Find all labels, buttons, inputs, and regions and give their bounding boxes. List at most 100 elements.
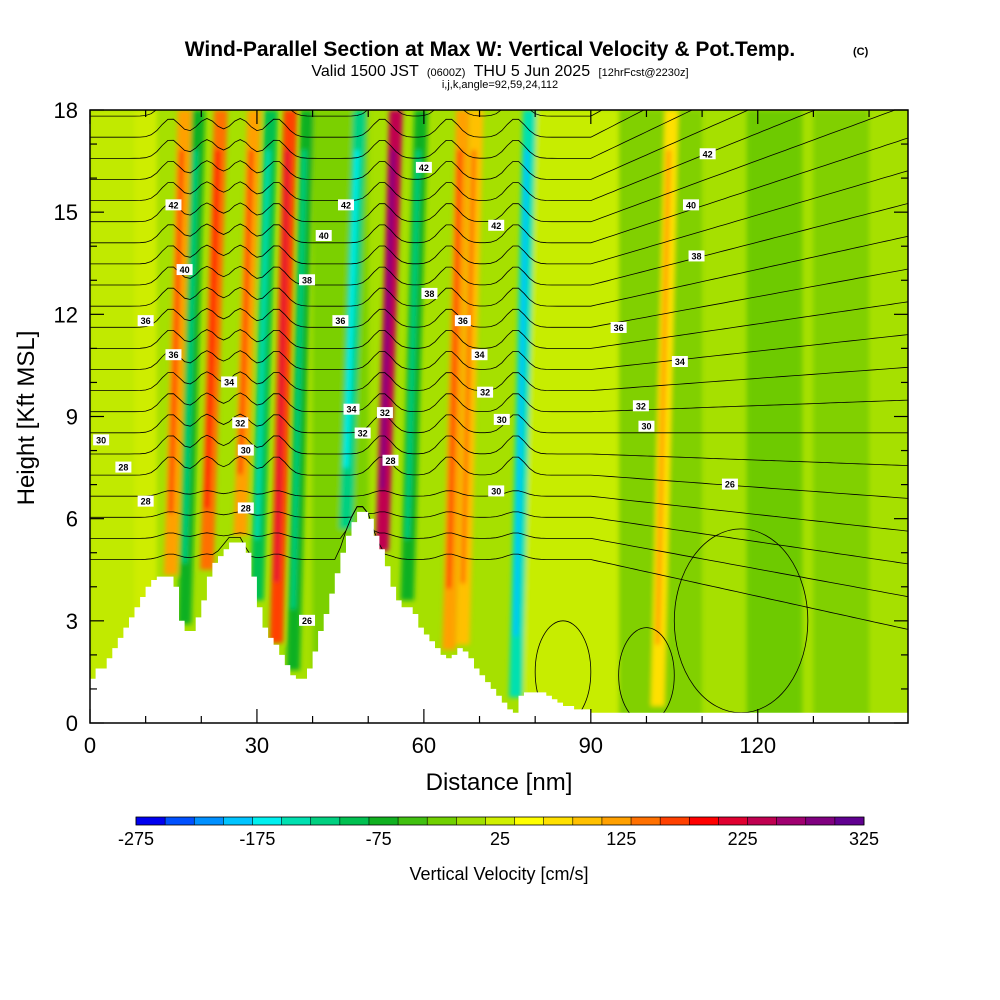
colorbar-swatch [485,817,515,825]
theta-contours [90,110,908,723]
contour-label-5: 40 [176,264,193,276]
field-region-6 [813,110,870,723]
colorbar-swatch [776,817,807,825]
updraft-core-3 [274,150,290,582]
colorbar-swatch [165,817,195,825]
subtitle-valid: Valid 1500 JST [311,63,419,80]
contour-label-26: 30 [493,413,510,425]
y-tick-label: 15 [54,200,78,225]
updraft-core-5 [446,150,463,589]
updraft-core-7 [655,150,671,645]
contour-label-33: 34 [671,356,688,368]
theta-contour-4 [90,455,908,499]
contour-label-32: 42 [699,148,716,160]
x-tick-label: 30 [245,733,269,758]
contour-label-6: 36 [165,349,182,361]
updraft-core-4 [379,150,396,490]
contour-label-2: 28 [137,495,154,507]
contour-label-8: 32 [232,417,249,429]
contour-label-text: 32 [380,408,390,418]
contour-label-35: 26 [299,614,316,626]
colorbar-swatch [252,817,282,825]
x-axis: 0 30 60 90 120 [84,110,870,758]
theta-contour-20 [90,110,645,138]
downdraft-core-0 [182,150,198,563]
colorbar-swatch [543,817,574,825]
contour-label-text: 36 [614,323,624,333]
contour-label-text: 30 [491,486,501,496]
theta-contour-21 [90,110,603,117]
contour-label-text: 28 [118,463,128,473]
colorbar-swatch [660,817,690,825]
theta-contour-11 [90,268,908,328]
contour-label-4: 42 [165,199,182,211]
contour-label-text: 42 [168,200,178,210]
colorbar: -275 -175 -75 25 125 225 325 [118,816,879,849]
colorbar-swatch [136,817,166,825]
contour-label-text: 32 [480,388,490,398]
colorbar-tick-label: 225 [728,829,758,849]
colorbar-swatch [427,817,457,825]
theta-contour-0 [90,506,908,630]
contour-label-text: 28 [241,503,251,513]
contour-label-18: 28 [382,454,399,466]
plot-area: 30 28 28 36 42 40 36 34 32 30 28 38 40 36 42 34 32 32 28 42… [90,110,908,723]
contour-label-0: 30 [93,434,110,446]
contour-label-text: 32 [358,429,368,439]
colorbar-swatch [310,817,341,825]
field-region-5 [746,110,803,723]
colorbar-swatch [834,817,865,825]
subtitle-fcst: [12hrFcst@2230z] [599,67,689,79]
colorbar-swatch [689,817,719,825]
y-axis-label: Height [Kft MSL] [13,331,40,506]
contour-label-text: 38 [302,275,312,285]
contour-label-text: 26 [302,616,312,626]
theta-contour-2 [90,506,908,565]
contour-label-21: 36 [454,315,471,327]
colorbar-swatch [398,817,428,825]
theta-contour-1 [90,506,908,598]
contour-label-text: 42 [419,163,429,173]
contour-label-25: 30 [488,485,505,497]
contour-label-text: 42 [491,221,501,231]
contour-label-text: 36 [141,316,151,326]
theta-contour-5 [90,434,908,466]
colorbar-tick-label: -75 [366,829,392,849]
colorbar-swatch [368,817,399,825]
contour-label-text: 34 [224,377,234,387]
contour-label-text: 32 [636,401,646,411]
downdraft-core-1 [254,150,271,540]
theta-closed-contour-0 [534,620,592,723]
chart-subtitle-indices: i,j,k,angle=92,59,24,112 [442,79,558,91]
colorbar-tick-label: 325 [849,829,879,849]
contour-label-28: 32 [632,400,649,412]
y-tick-label: 3 [66,609,78,634]
field-region-3 [524,110,619,723]
colorbar-swatch [281,817,312,825]
contour-label-24: 42 [488,219,505,231]
contour-label-10: 28 [237,502,254,514]
contour-label-14: 42 [337,199,354,211]
x-tick-label: 90 [579,733,603,758]
downdraft-core-5 [513,150,530,637]
theta-contour-15 [90,137,908,244]
contour-label-15: 34 [343,403,360,415]
contour-label-text: 34 [347,405,357,415]
chart-title: Wind-Parallel Section at Max W: Vertical… [185,38,796,61]
x-axis-label: Distance [nm] [426,769,573,796]
contour-label-text: 30 [241,446,251,456]
theta-contour-16 [90,110,897,223]
contour-label-text: 32 [235,418,245,428]
contour-label-17: 32 [376,407,393,419]
x-tick-label: 60 [412,733,436,758]
colorbar-swatch [339,817,370,825]
contour-label-text: 28 [385,456,395,466]
theta-contour-9 [90,334,908,370]
contour-label-text: 30 [96,435,106,445]
contour-label-1: 28 [115,461,132,473]
chart-subtitle: Valid 1500 JST (0600Z) THU 5 Jun 2025 [1… [311,63,688,80]
y-tick-label: 6 [66,507,78,532]
colorbar-swatch [572,817,603,825]
